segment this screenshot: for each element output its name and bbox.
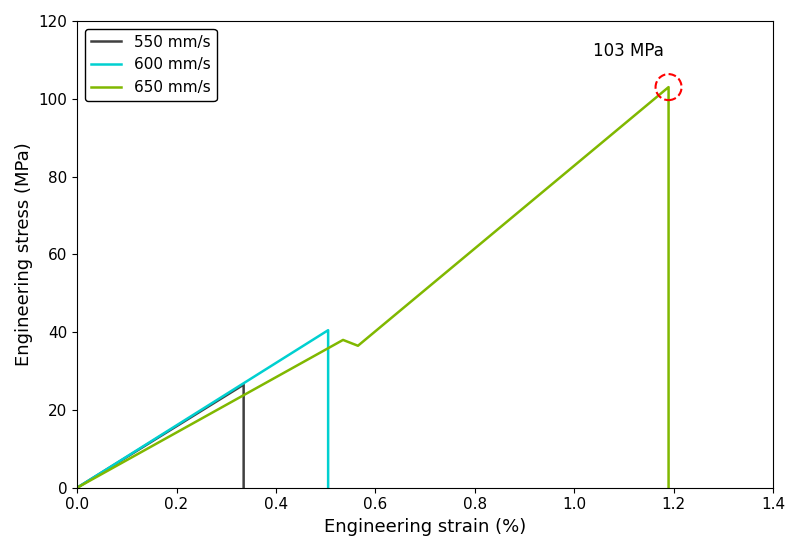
X-axis label: Engineering strain (%): Engineering strain (%)	[324, 518, 526, 536]
650 mm/s	[338, 337, 348, 343]
Line: 650 mm/s: 650 mm/s	[77, 87, 669, 488]
650 mm/s	[353, 343, 362, 349]
Legend: 550 mm/s, 600 mm/s, 650 mm/s: 550 mm/s, 600 mm/s, 650 mm/s	[85, 29, 217, 101]
Y-axis label: Engineering stress (MPa): Engineering stress (MPa)	[15, 143, 33, 366]
Line: 600 mm/s: 600 mm/s	[77, 330, 328, 488]
600 mm/s	[72, 484, 82, 491]
650 mm/s	[664, 484, 674, 491]
Line: 550 mm/s: 550 mm/s	[77, 385, 244, 488]
Text: 103 MPa: 103 MPa	[594, 42, 664, 60]
650 mm/s	[664, 84, 674, 90]
650 mm/s	[72, 484, 82, 491]
550 mm/s	[239, 484, 249, 491]
600 mm/s	[323, 484, 333, 491]
550 mm/s	[72, 484, 82, 491]
550 mm/s	[239, 381, 249, 388]
600 mm/s	[323, 327, 333, 333]
